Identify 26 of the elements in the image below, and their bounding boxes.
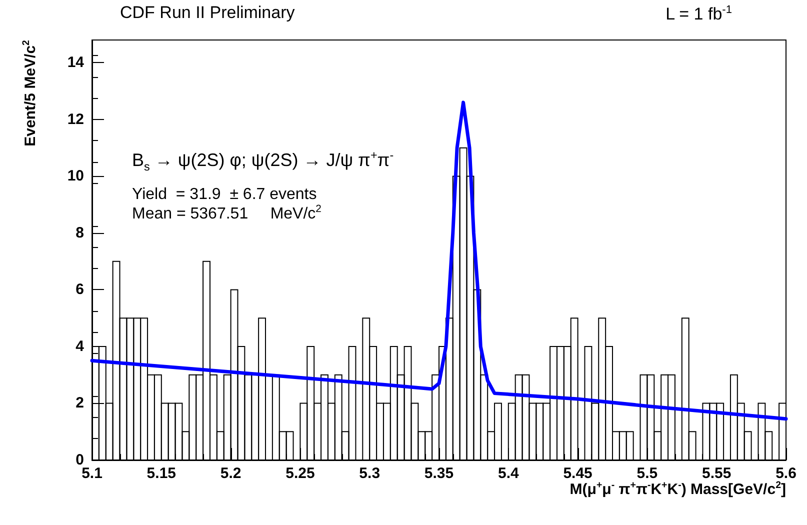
x-tick-label: 5.3 [359,465,380,482]
x-tick-label: 5.6 [776,465,796,482]
x-tick-label: 5.55 [702,465,732,482]
x-tick-label: 5.4 [498,465,520,482]
x-tick-label: 5.35 [424,465,454,482]
x-tick-label: 5.25 [286,465,315,482]
x-tick-label: 5.45 [563,465,592,482]
annotation: B$_{s}$ → ψ(2S) φ; ψ(2S) → J/ψ π$^{+}$π$^{-}$ [132,149,394,174]
x-tick-label: 5.15 [146,465,176,482]
y-tick-label: 4 [76,338,85,355]
x-tick-label: 5.5 [636,465,658,482]
text: M(μ$^{+}$μ$^{-}$ π$^{+}$π$^{-}$K$^{+}$K$^{-}$) Mass[GeV/c$^{2}$] [570,480,786,498]
chart-title: CDF Run II Preliminary [120,3,295,23]
x-tick-label: 5.1 [82,465,102,482]
text: L = 1 fb$^{-1}$ [666,4,732,24]
y-tick-label: 6 [76,281,84,298]
y-tick-label: 0 [76,452,84,468]
y-tick-label: 8 [76,224,84,242]
x-tick-label: 5.2 [220,465,242,482]
y-tick-label: 2 [76,394,84,412]
y-tick-label: 12 [67,110,84,128]
annotation: Mean = 5367.51 MeV/c$^{2}$ [132,204,322,223]
annotation: Yield = 31.9 ± 6.7 events [132,186,317,204]
line-series [90,100,788,421]
y-tick-label: 14 [67,54,85,72]
y-tick-label: 10 [67,168,84,185]
